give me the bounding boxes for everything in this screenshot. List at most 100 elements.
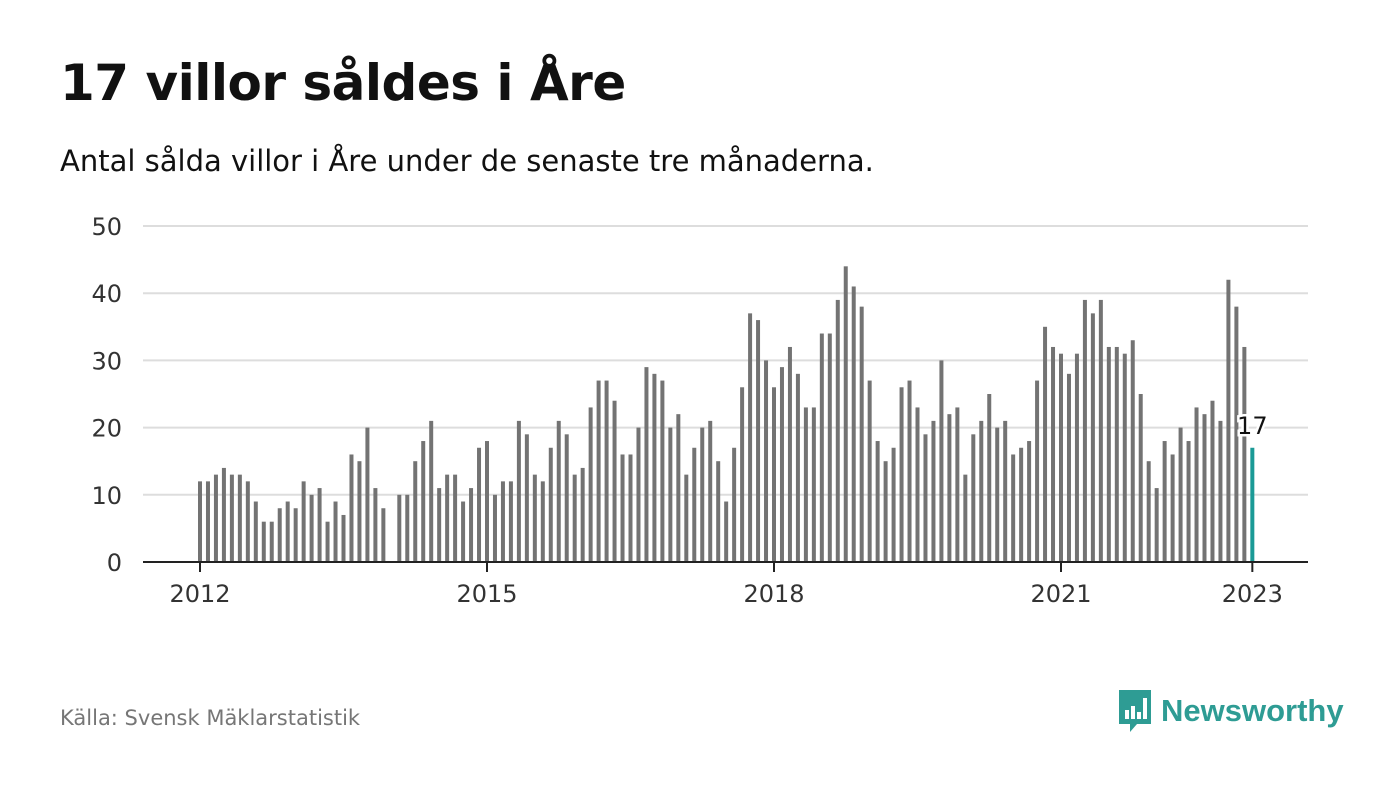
bar (995, 427, 1000, 562)
y-tick-label: 20 (91, 415, 122, 443)
bar (492, 494, 497, 562)
bar (532, 474, 537, 562)
bar (620, 454, 625, 562)
x-tick-label: 2021 (1030, 580, 1091, 608)
bar (1066, 373, 1071, 562)
bar (269, 521, 274, 562)
bar (716, 461, 721, 562)
y-axis-ticks: 0 10 20 30 40 50 (91, 213, 122, 577)
bar (198, 481, 202, 562)
bar (1043, 326, 1048, 562)
bar (708, 420, 713, 562)
bar (676, 414, 681, 562)
bar (692, 447, 697, 562)
bar (469, 488, 474, 562)
bar (548, 447, 553, 562)
bar (1027, 441, 1032, 562)
bar (843, 266, 848, 562)
y-tick-label: 10 (91, 482, 122, 510)
bar (1218, 420, 1223, 562)
bar (421, 441, 426, 562)
bar (652, 373, 657, 562)
bar (1178, 427, 1183, 562)
bar (819, 333, 824, 562)
bar (540, 481, 545, 562)
bar (1242, 346, 1247, 562)
bar (485, 441, 489, 562)
bar (572, 474, 577, 562)
bar (524, 434, 529, 562)
bar (700, 427, 705, 562)
bar (979, 420, 984, 562)
bar (253, 501, 258, 562)
bar-highlight (1250, 447, 1255, 562)
bar (684, 474, 689, 562)
bar (724, 501, 729, 562)
bar (1114, 346, 1119, 562)
bar (772, 387, 776, 562)
bar (811, 407, 816, 562)
bar (1234, 306, 1239, 562)
bar (1226, 279, 1231, 562)
bar (500, 481, 505, 562)
bar (915, 407, 920, 562)
bar (859, 306, 864, 562)
bar (867, 380, 872, 562)
bar (883, 461, 888, 562)
bar (580, 467, 585, 562)
highlight-value-label: 17 (1237, 412, 1268, 440)
bar (301, 481, 306, 562)
bar (477, 447, 482, 562)
bar (596, 380, 601, 562)
bar (947, 414, 952, 562)
bar (325, 521, 330, 562)
bar (931, 420, 936, 562)
bar (875, 441, 880, 562)
page-subtitle: Antal sålda villor i Åre under de senast… (60, 144, 874, 178)
page-title: 17 villor såldes i Åre (60, 54, 626, 112)
bar-chart-logo-icon (1119, 690, 1151, 732)
bar (636, 427, 641, 562)
bar (588, 407, 593, 562)
x-tick-label: 2015 (456, 580, 517, 608)
brand-name: Newsworthy (1161, 693, 1344, 728)
bar (660, 380, 665, 562)
bar (221, 467, 226, 562)
bar (732, 447, 737, 562)
y-tick-label: 40 (91, 280, 122, 308)
bar (564, 434, 569, 562)
bar (508, 481, 513, 562)
bar (1011, 454, 1016, 562)
bar (644, 367, 649, 562)
x-tick-label: 2012 (169, 580, 230, 608)
bar (285, 501, 290, 562)
bar (556, 420, 561, 562)
bar (317, 488, 322, 562)
bar (971, 434, 976, 562)
y-tick-label: 30 (91, 347, 122, 375)
bar (1074, 353, 1079, 562)
bar (1003, 420, 1008, 562)
source-note: Källa: Svensk Mäklarstatistik (60, 706, 361, 730)
bar (1122, 353, 1127, 562)
bar (1146, 461, 1151, 562)
bar (1186, 441, 1191, 562)
bar (1106, 346, 1111, 562)
bar (516, 420, 521, 562)
bar (1051, 346, 1056, 562)
newsworthy-logo[interactable]: Newsworthy (1117, 688, 1344, 734)
bar (1138, 394, 1143, 562)
bar (245, 481, 250, 562)
bar (1035, 380, 1040, 562)
bar (1170, 454, 1175, 562)
bar (963, 474, 968, 562)
bar-chart: 0 10 20 30 40 50 2012 2015 2018 2021 2023 17 (91, 213, 1308, 608)
bar (373, 488, 378, 562)
data-labels: 17 (1235, 409, 1271, 442)
bar (1082, 299, 1087, 562)
bar (1154, 488, 1159, 562)
bar (923, 434, 928, 562)
bar (357, 461, 362, 562)
bar (349, 454, 354, 562)
bar (1130, 340, 1135, 562)
